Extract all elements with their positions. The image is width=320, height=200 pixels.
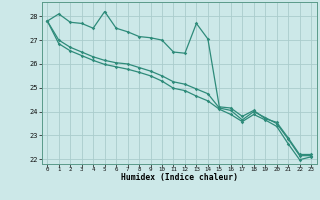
X-axis label: Humidex (Indice chaleur): Humidex (Indice chaleur) (121, 173, 238, 182)
